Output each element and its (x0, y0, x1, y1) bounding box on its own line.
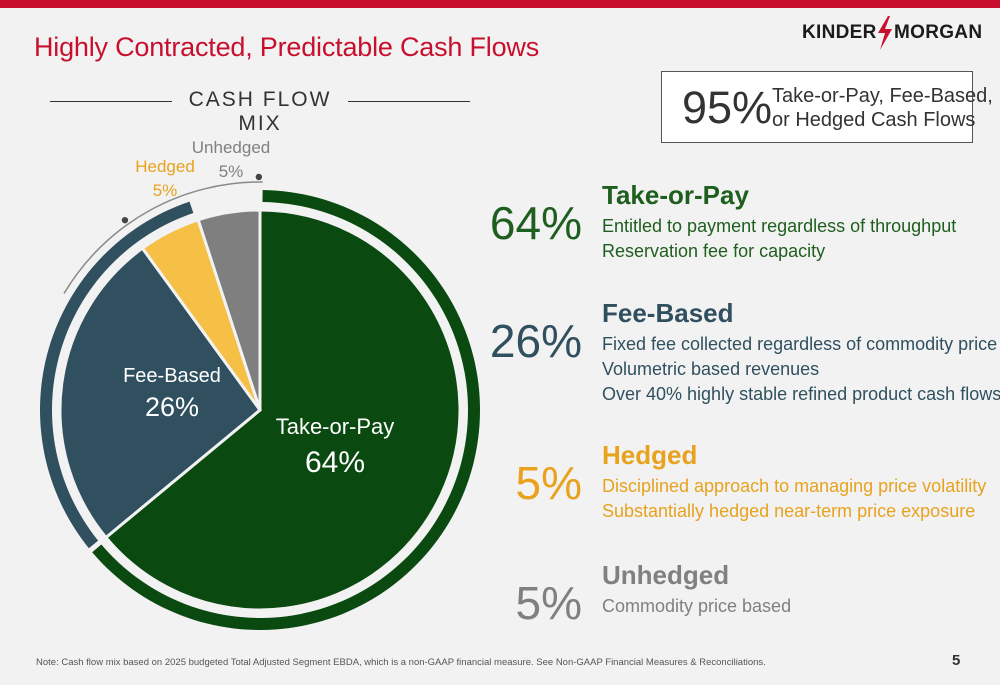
kpi-callout-box: 95% Take-or-Pay, Fee-Based, or Hedged Ca… (661, 71, 993, 143)
pie-value-unhedged: 5% (219, 162, 244, 181)
category-description: Disciplined approach to managing price v… (602, 474, 986, 524)
page-title: Highly Contracted, Predictable Cash Flow… (34, 32, 540, 62)
category-description-line: Substantially hedged near-term price exp… (602, 501, 976, 521)
category-description-line: Entitled to payment regardless of throug… (602, 216, 957, 236)
pie-outer-ring-1 (92, 190, 480, 631)
category-description-line: Disciplined approach to managing price v… (602, 476, 987, 496)
pie-value-hedged: 5% (153, 181, 178, 200)
cash-flow-pie-chart: Take-or-Pay 64% Fee-Based 26% Hedged 5% Unhedg… (40, 138, 480, 631)
pie-label-take-or-pay: Take-or-Pay (276, 414, 395, 439)
category-percent: 26% (489, 315, 582, 367)
pie-slice-fee-based (58, 246, 263, 540)
pie-label-unhedged: Unhedged (192, 138, 270, 157)
kpi-label: Take-or-Pay, Fee-Based, or Hedged Cash F… (772, 84, 993, 132)
category-title: Unhedged (602, 560, 730, 590)
kpi-label-line1: Take-or-Pay, Fee-Based, (772, 85, 993, 107)
chart-title: CASH FLOW MIX (188, 88, 332, 135)
pie-value-take-or-pay: 64% (305, 446, 365, 479)
unhedged-boundary-arc (63, 181, 263, 294)
category-description: Commodity price based (602, 594, 791, 619)
leader-dot-2 (255, 173, 263, 181)
kinder-morgan-logo: KINDER MORGAN (802, 16, 982, 50)
top-accent-bar (0, 0, 1000, 8)
category-description-line: Over 40% highly stable refined product c… (602, 384, 1000, 404)
logo-text-right: MORGAN (894, 22, 983, 43)
pie-label-hedged: Hedged (135, 157, 195, 176)
pie-label-fee-based: Fee-Based (123, 365, 221, 387)
category-title: Take-or-Pay (602, 180, 749, 210)
pie-value-fee-based: 26% (145, 392, 199, 422)
category-title: Fee-Based (602, 298, 734, 328)
title-rule-left (50, 101, 172, 102)
page-number: 5 (952, 652, 961, 669)
category-description-line: Commodity price based (602, 596, 792, 616)
category-description: Fixed fee collected regardless of commod… (602, 332, 1000, 407)
category-percent: 64% (489, 197, 582, 249)
kpi-label-line2: or Hedged Cash Flows (772, 109, 976, 131)
category-description-line: Fixed fee collected regardless of commod… (602, 334, 998, 354)
leader-dot-1 (121, 216, 129, 224)
category-percent: 5% (515, 577, 582, 629)
category-description: Entitled to payment regardless of throug… (602, 214, 956, 264)
chart-section-title: CASH FLOW MIX (50, 86, 470, 135)
category-title: Hedged (602, 440, 698, 470)
lightning-bolt-icon (878, 16, 892, 50)
kpi-value: 95% (682, 82, 773, 133)
footnote: Note: Cash flow mix based on 2025 budget… (36, 657, 766, 668)
title-rule-right (348, 101, 470, 102)
pie-slice-take-or-pay (103, 208, 462, 612)
category-percent: 5% (515, 457, 582, 509)
logo-text-left: KINDER (802, 22, 877, 43)
pie-slice-unhedged (196, 208, 262, 411)
category-description-line: Volumetric based revenues (602, 359, 820, 379)
category-description-line: Reservation fee for capacity (602, 241, 826, 261)
pie-outer-ring-2 (40, 201, 194, 549)
